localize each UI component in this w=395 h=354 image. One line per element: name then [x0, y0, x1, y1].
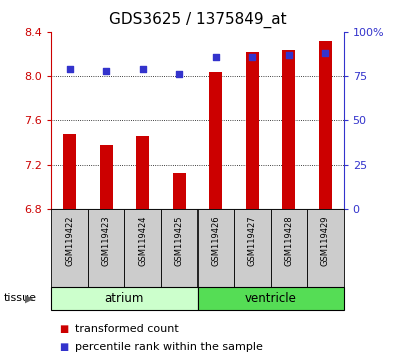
Point — [322, 50, 329, 56]
Bar — [51, 287, 198, 310]
Text: GSM119425: GSM119425 — [175, 215, 184, 266]
Point — [103, 68, 109, 74]
Bar — [198, 287, 344, 310]
Bar — [271, 209, 307, 287]
Text: GSM119426: GSM119426 — [211, 215, 220, 266]
Text: ▶: ▶ — [25, 293, 34, 303]
Bar — [246, 52, 259, 209]
Bar — [234, 209, 271, 287]
Bar — [100, 145, 113, 209]
Bar — [124, 209, 161, 287]
Bar — [136, 136, 149, 209]
Point — [286, 52, 292, 58]
Text: percentile rank within the sample: percentile rank within the sample — [75, 342, 263, 352]
Bar — [319, 41, 332, 209]
Text: GSM119423: GSM119423 — [102, 215, 111, 266]
Bar — [88, 209, 124, 287]
Point — [213, 54, 219, 59]
Text: GSM119429: GSM119429 — [321, 215, 330, 266]
Point — [66, 66, 73, 72]
Point — [249, 54, 256, 59]
Bar — [307, 209, 344, 287]
Bar — [282, 50, 295, 209]
Bar — [51, 209, 88, 287]
Bar — [161, 209, 198, 287]
Text: ■: ■ — [59, 342, 68, 352]
Point — [139, 66, 146, 72]
Text: GSM119422: GSM119422 — [65, 215, 74, 266]
Text: ventricle: ventricle — [245, 292, 297, 305]
Bar — [198, 209, 234, 287]
Text: GDS3625 / 1375849_at: GDS3625 / 1375849_at — [109, 12, 286, 28]
Point — [176, 72, 182, 77]
Text: transformed count: transformed count — [75, 324, 179, 334]
Text: tissue: tissue — [4, 293, 37, 303]
Text: GSM119427: GSM119427 — [248, 215, 257, 266]
Bar — [173, 173, 186, 209]
Text: ■: ■ — [59, 324, 68, 334]
Bar — [63, 133, 76, 209]
Text: atrium: atrium — [105, 292, 144, 305]
Text: GSM119424: GSM119424 — [138, 215, 147, 266]
Bar — [209, 72, 222, 209]
Text: GSM119428: GSM119428 — [284, 215, 293, 266]
